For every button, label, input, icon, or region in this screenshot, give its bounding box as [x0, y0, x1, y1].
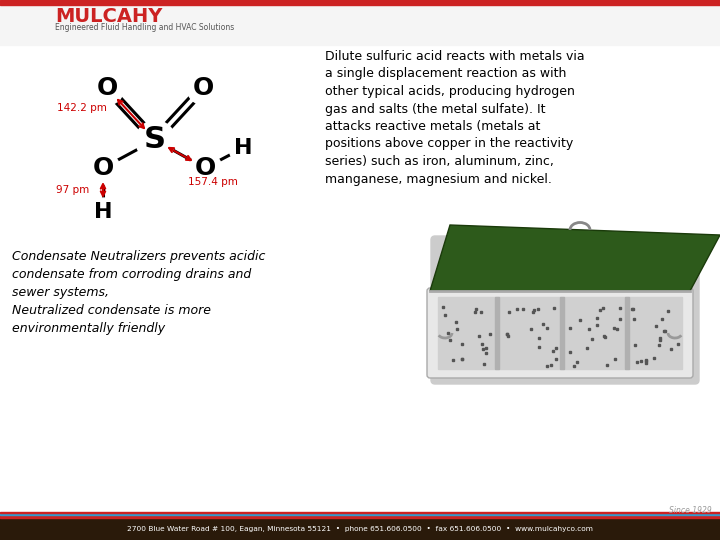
- Text: MULCAHY: MULCAHY: [55, 6, 163, 25]
- FancyBboxPatch shape: [431, 236, 699, 384]
- Text: H: H: [234, 138, 252, 158]
- Bar: [0, 518, 720, 540]
- Bar: [0, 515, 720, 518]
- Text: 157.4 pm: 157.4 pm: [188, 177, 238, 187]
- Text: O: O: [96, 76, 117, 100]
- FancyBboxPatch shape: [427, 288, 693, 378]
- Bar: [0, 512, 720, 513]
- Text: 2700 Blue Water Road # 100, Eagan, Minnesota 55121  •  phone 651.606.0500  •  fa: 2700 Blue Water Road # 100, Eagan, Minne…: [127, 526, 593, 532]
- Text: Since 1929: Since 1929: [670, 506, 712, 515]
- Polygon shape: [430, 225, 720, 291]
- Text: 142.2 pm: 142.2 pm: [57, 103, 107, 113]
- Bar: [560, 297, 564, 369]
- Text: H: H: [94, 202, 112, 222]
- Bar: [0, 513, 720, 515]
- Text: O: O: [92, 156, 114, 180]
- Bar: [438, 297, 682, 369]
- Text: O: O: [194, 156, 215, 180]
- Text: Engineered Fluid Handling and HVAC Solutions: Engineered Fluid Handling and HVAC Solut…: [55, 24, 234, 32]
- Text: 97 pm: 97 pm: [55, 185, 89, 195]
- Bar: [625, 297, 629, 369]
- Text: S: S: [144, 125, 166, 154]
- Bar: [0, 0, 720, 45]
- Bar: [495, 297, 499, 369]
- Bar: [0, 0, 720, 5]
- Text: Condensate Neutralizers prevents acidic
condensate from corroding drains and
sew: Condensate Neutralizers prevents acidic …: [12, 250, 266, 335]
- Text: O: O: [192, 76, 214, 100]
- Text: Dilute sulfuric acid reacts with metals via
a single displacement reaction as wi: Dilute sulfuric acid reacts with metals …: [325, 50, 585, 186]
